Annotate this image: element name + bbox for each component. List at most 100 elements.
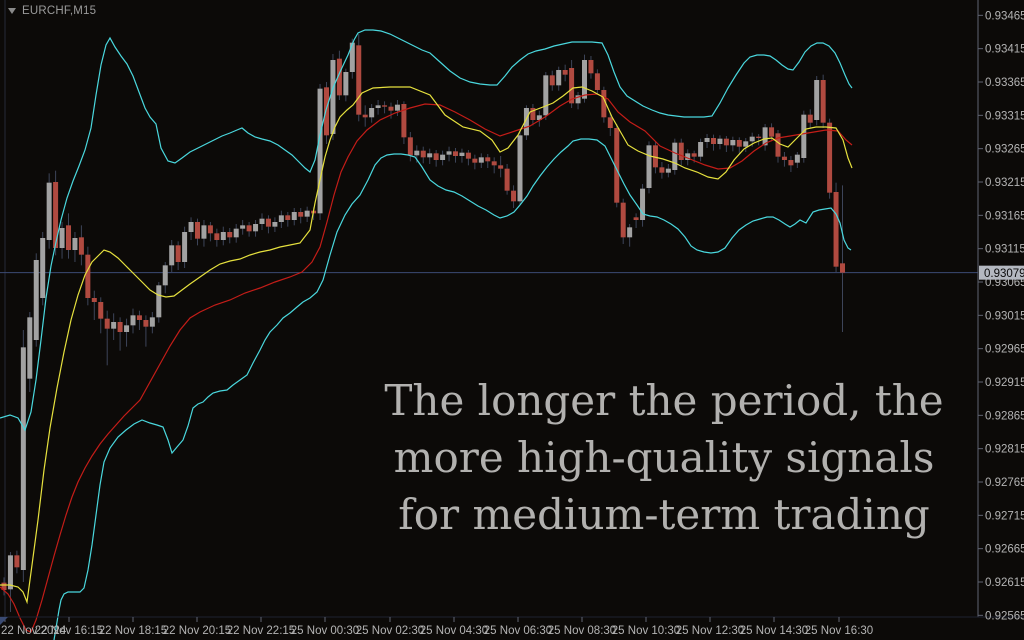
candle-body <box>652 145 658 168</box>
axis-corner-marker <box>0 617 8 625</box>
candle-body <box>104 318 110 329</box>
candle-body <box>575 95 581 104</box>
candle-body <box>156 285 162 318</box>
time-tick-label: 22 Nov 18:15 <box>99 625 167 637</box>
candle-body <box>698 142 704 157</box>
price-tick-label: 0.93115 <box>985 244 1024 256</box>
candle-body <box>736 140 742 147</box>
candle-body <box>1 582 7 590</box>
candle-body <box>627 227 633 238</box>
watermark-line: The longer the period, the <box>384 376 944 425</box>
candle-body <box>556 70 562 86</box>
candle-body <box>756 136 762 138</box>
candle-body <box>530 108 536 120</box>
candle-body <box>304 210 310 217</box>
candle-body <box>388 106 394 111</box>
candle-body <box>291 212 297 220</box>
candle-body <box>201 225 207 239</box>
candle-body <box>27 317 33 379</box>
candle-body <box>149 317 155 327</box>
candle-body <box>394 104 400 111</box>
bollinger-lower-band <box>53 138 852 640</box>
candle-body <box>298 212 304 217</box>
candle-body <box>775 133 781 157</box>
symbol-selector[interactable]: EURCHF,M15 <box>8 5 96 17</box>
time-tick-label: 25 Nov 02:30 <box>356 625 424 637</box>
candle-body <box>814 80 820 120</box>
candle-body <box>717 138 723 144</box>
symbol-timeframe-label: EURCHF,M15 <box>22 5 97 17</box>
candle-body <box>440 154 446 160</box>
candle-body <box>620 202 626 238</box>
candle-body <box>285 215 291 220</box>
candle-body <box>788 160 794 166</box>
candle-body <box>375 105 381 108</box>
time-tick-label: 25 Nov 00:30 <box>291 625 359 637</box>
price-tick-label: 0.93465 <box>985 10 1024 22</box>
candle-body <box>259 218 265 224</box>
time-tick-label: 25 Nov 12:30 <box>676 625 744 637</box>
candle-body <box>840 263 845 273</box>
candle-body <box>465 152 471 159</box>
time-tick-label: 25 Nov 04:30 <box>420 625 488 637</box>
candle-body <box>427 153 433 158</box>
candle-body <box>762 127 768 146</box>
time-tick-label: 25 Nov 14:30 <box>740 625 808 637</box>
candle-body <box>536 115 542 120</box>
candle-body <box>498 165 504 169</box>
candle-body <box>227 232 233 238</box>
candle-body <box>136 315 142 320</box>
candle-body <box>14 555 20 568</box>
time-tick-label: 22 Nov 20:15 <box>163 625 231 637</box>
candle-body <box>162 265 168 286</box>
candle-body <box>420 150 426 158</box>
slow-ma-line <box>0 93 853 633</box>
candle-body <box>91 298 97 302</box>
current-price-badge <box>979 265 1024 280</box>
candle-body <box>143 320 149 327</box>
candle-body <box>433 153 439 160</box>
candle-body <box>317 88 323 214</box>
candle-body <box>543 75 549 116</box>
candle-body <box>601 90 607 118</box>
candle-body <box>569 68 575 104</box>
candle-body <box>517 135 523 202</box>
candle-body <box>723 138 729 146</box>
time-tick-label: 25 Nov 06:30 <box>484 625 552 637</box>
candle-body <box>781 156 787 160</box>
candle-body <box>407 137 413 156</box>
price-tick-label: 0.92665 <box>985 544 1024 556</box>
price-tick-label: 0.93065 <box>985 277 1024 289</box>
candle-body <box>478 157 484 163</box>
candle-body <box>665 168 671 173</box>
candle-body <box>820 80 826 123</box>
price-tick-label: 0.92615 <box>985 577 1024 589</box>
candle-body <box>214 233 220 240</box>
candle-body <box>685 153 691 160</box>
candle-body <box>182 232 188 262</box>
candle-body <box>336 58 342 96</box>
candle-body <box>207 225 213 234</box>
candle-body <box>7 555 13 590</box>
price-tick-label: 0.92765 <box>985 477 1024 489</box>
bollinger-upper-band <box>0 29 853 432</box>
price-tick-label: 0.93365 <box>985 77 1024 89</box>
candle-body <box>98 302 104 319</box>
time-tick-label: 22 Nov 2024 <box>1 625 67 637</box>
candle-body <box>220 232 226 240</box>
candle-body <box>743 141 749 147</box>
candle-body <box>233 228 239 238</box>
candle-body <box>240 225 246 229</box>
price-tick-label: 0.92915 <box>985 377 1024 389</box>
candle-body <box>459 152 465 156</box>
candle-body <box>195 222 200 239</box>
candle-body <box>349 42 355 72</box>
candle-body <box>769 127 775 137</box>
candle-body <box>324 87 329 136</box>
candle-body <box>175 245 181 262</box>
candle-body <box>265 218 271 227</box>
candle-body <box>633 217 639 220</box>
watermark-caption: The longer the period, the more high-qua… <box>352 372 976 543</box>
candle-body <box>588 60 594 74</box>
